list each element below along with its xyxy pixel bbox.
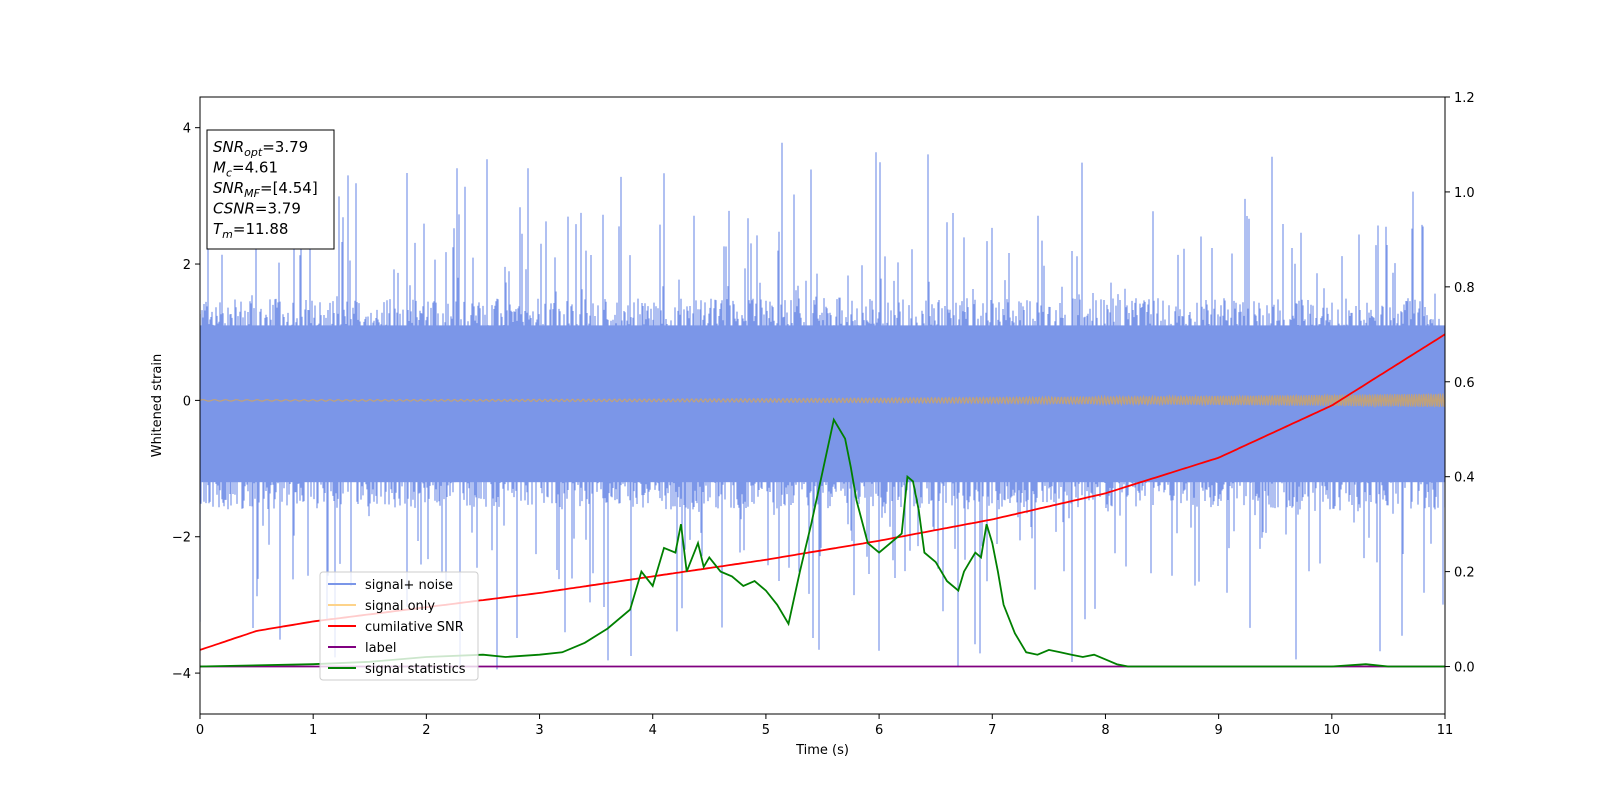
plot-area bbox=[200, 142, 1445, 670]
info-line: SNRopt=3.79 bbox=[213, 138, 308, 159]
x-tick-label: 10 bbox=[1324, 723, 1341, 738]
info-box-frame bbox=[206, 129, 335, 250]
y-tick-label: −4 bbox=[172, 667, 191, 682]
y-axis-label: Whitened strain bbox=[150, 354, 165, 457]
x-tick-label: 3 bbox=[535, 723, 543, 738]
y2-tick-label: 0.0 bbox=[1454, 661, 1475, 676]
x-tick-label: 11 bbox=[1437, 723, 1454, 738]
axes-frame bbox=[199, 96, 1446, 715]
legend-box bbox=[319, 571, 479, 681]
x-tick-label: 2 bbox=[422, 723, 430, 738]
y2-tick-label: 1.2 bbox=[1454, 91, 1475, 106]
legend-label: cumilative SNR bbox=[365, 620, 464, 635]
x-tick-label: 5 bbox=[762, 723, 770, 738]
legend-label: signal+ noise bbox=[365, 578, 453, 593]
x-tick-label: 8 bbox=[1101, 723, 1109, 738]
x-axis-label: Time (s) bbox=[795, 743, 849, 758]
y2-tick-label: 0.8 bbox=[1454, 281, 1475, 296]
axes: 0 1 2 3 4 5 6 7 8 9 10 11 4 2 0 −2 −4 1.2 1.0 0.8 0.6 0.4 0.2 0… bbox=[150, 91, 1475, 758]
y2-tick-label: 0.4 bbox=[1454, 471, 1475, 486]
y2-tick-label: 1.0 bbox=[1454, 186, 1475, 201]
info-line: CSNR=3.79 bbox=[213, 200, 301, 218]
info-line: SNRMF=[4.54] bbox=[213, 179, 318, 200]
y-tick-label: 2 bbox=[183, 258, 191, 273]
legend-label: signal statistics bbox=[365, 662, 466, 677]
y2-tick-label: 0.6 bbox=[1454, 376, 1475, 391]
x-tick-label: 6 bbox=[875, 723, 883, 738]
x-tick-label: 9 bbox=[1214, 723, 1222, 738]
legend-label: label bbox=[365, 641, 396, 656]
y-tick-label: −2 bbox=[172, 531, 191, 546]
info-line: Mc=4.61 bbox=[213, 159, 278, 180]
x-tick-label: 1 bbox=[309, 723, 317, 738]
y2-tick-label: 0.2 bbox=[1454, 566, 1475, 581]
info-line: Tm=11.88 bbox=[213, 220, 288, 241]
x-tick-label: 4 bbox=[649, 723, 657, 738]
x-tick-label: 0 bbox=[196, 723, 204, 738]
series-signal-statistics-line bbox=[200, 417, 1445, 668]
y-tick-label: 0 bbox=[183, 394, 191, 409]
y-tick-label: 4 bbox=[183, 122, 191, 137]
series-signal-only-line bbox=[200, 392, 1445, 409]
legend: signal+ noise signal only cumilative SNR la… bbox=[319, 571, 479, 681]
legend-label: signal only bbox=[365, 599, 435, 614]
x-tick-label: 7 bbox=[988, 723, 996, 738]
